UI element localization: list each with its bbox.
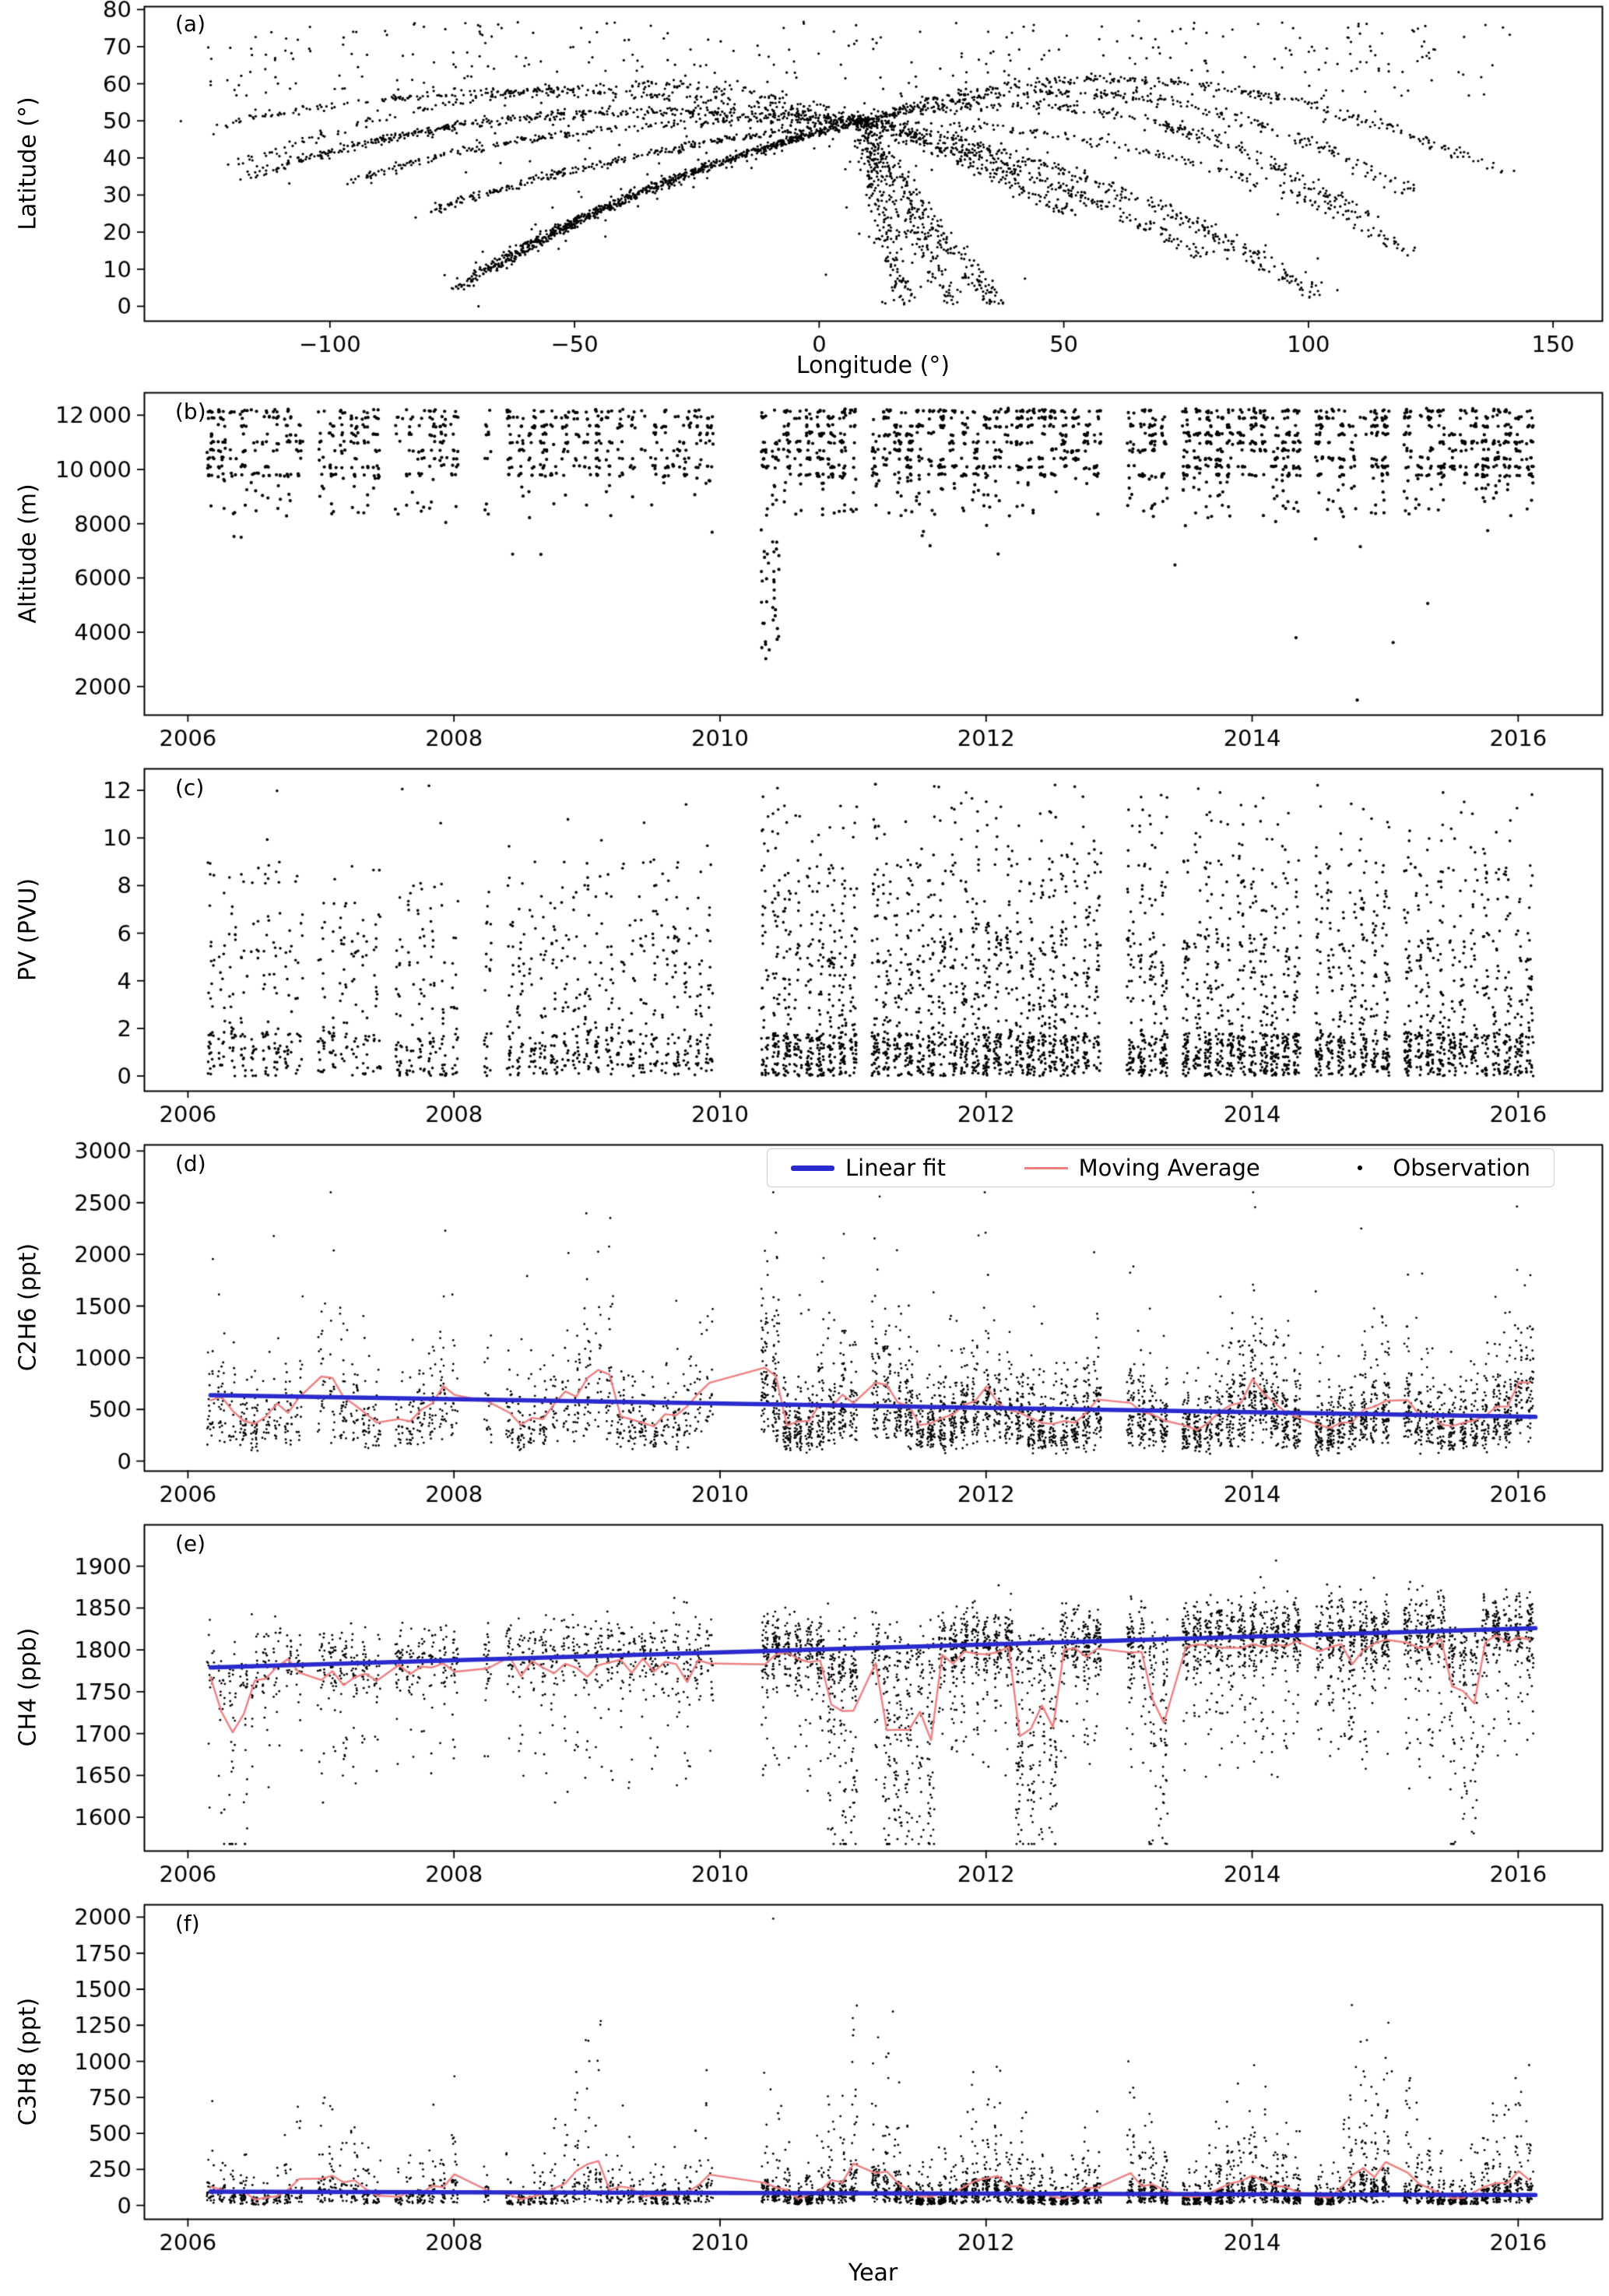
panel-e-canvas (0, 1514, 1609, 1893)
legend-item-moving-average: Moving Average (1024, 1155, 1260, 1181)
panel-f: (f) C3H8 (ppt) Year (0, 1893, 1609, 2296)
y-axis-label-latitude: Latitude (°) (14, 97, 42, 230)
legend-item-observation: Observation (1338, 1155, 1530, 1181)
panel-a-canvas (0, 0, 1609, 381)
panel-label-a: (a) (175, 11, 206, 37)
panel-c: (c) PV (PVU) (0, 758, 1609, 1134)
legend-label-observation: Observation (1393, 1155, 1530, 1181)
x-axis-label-longitude: Longitude (°) (796, 352, 950, 379)
panel-d-canvas (0, 1134, 1609, 1514)
y-axis-label-c2h6: C2H6 (ppt) (14, 1243, 42, 1372)
legend-label-linear-fit: Linear fit (845, 1155, 946, 1181)
y-axis-label-pv: PV (PVU) (14, 877, 42, 982)
panel-a: (a) Latitude (°) Longitude (°) (0, 0, 1609, 381)
legend-label-moving-average: Moving Average (1078, 1155, 1260, 1181)
y-axis-label-ch4: CH4 (ppb) (14, 1627, 42, 1747)
observation-dot-swatch (1358, 1166, 1363, 1170)
panel-label-b: (b) (175, 399, 206, 424)
y-axis-label-altitude: Altitude (m) (14, 483, 42, 624)
moving-average-line-swatch (1024, 1166, 1068, 1169)
panel-b-canvas (0, 381, 1609, 758)
panel-c-canvas (0, 758, 1609, 1134)
panel-label-f: (f) (175, 1911, 200, 1936)
linear-fit-line-swatch (791, 1165, 834, 1171)
panel-label-d: (d) (175, 1151, 206, 1176)
legend-item-linear-fit: Linear fit (791, 1155, 946, 1181)
panel-d: (d) C2H6 (ppt) Linear fit Moving Average… (0, 1134, 1609, 1514)
panel-label-c: (c) (175, 775, 205, 800)
panel-b: (b) Altitude (m) (0, 381, 1609, 758)
y-axis-label-c3h8: C3H8 (ppt) (14, 1997, 42, 2126)
panel-label-e: (e) (175, 1531, 206, 1556)
legend: Linear fit Moving Average Observation (767, 1148, 1555, 1187)
x-axis-label-year: Year (848, 2259, 898, 2287)
panel-f-canvas (0, 1893, 1609, 2296)
panel-e: (e) CH4 (ppb) (0, 1514, 1609, 1893)
